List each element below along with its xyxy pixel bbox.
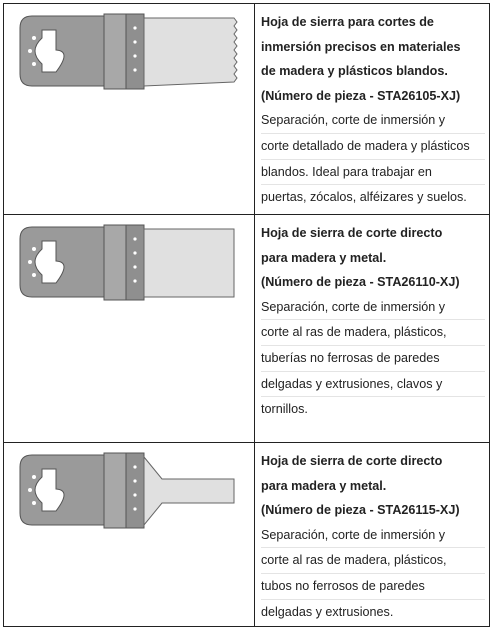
description-line: tubos no ferrosos de paredes <box>261 574 485 600</box>
text-cell: Hoja de sierra de corte directo para mad… <box>254 442 490 627</box>
description-line: Separación, corte de inmersión y <box>261 108 485 134</box>
description-line: tuberías no ferrosas de paredes <box>261 346 485 372</box>
text-cell: Hoja de sierra para cortes de inmersión … <box>254 3 490 215</box>
description-line: corte al ras de madera, plásticos, <box>261 548 485 574</box>
image-cell <box>3 214 255 443</box>
image-cell <box>3 3 255 215</box>
description-line: Separación, corte de inmersión y <box>261 295 485 321</box>
part-number: (Número de pieza - STA26110-XJ) <box>261 275 460 290</box>
description-line: puertas, zócalos, alféizares y suelos. <box>261 190 467 205</box>
description-line: blandos. Ideal para trabajar en <box>261 160 485 186</box>
title-line: para madera y metal. <box>261 250 387 265</box>
blade-image <box>19 13 238 90</box>
description-line: corte al ras de madera, plásticos, <box>261 320 485 346</box>
description-line: Separación, corte de inmersión y <box>261 523 485 549</box>
description-line: delgadas y extrusiones. <box>261 604 394 619</box>
part-number: (Número de pieza - STA26105-XJ) <box>261 88 461 103</box>
description-line: delgadas y extrusiones, clavos y <box>261 372 485 398</box>
image-cell <box>3 442 255 627</box>
blade-table: Hoja de sierra para cortes de inmersión … <box>3 3 490 627</box>
row: Hoja de sierra de corte directo para mad… <box>3 442 490 627</box>
description-line: tornillos. <box>261 402 308 417</box>
blade-image <box>19 452 235 529</box>
title-line: de madera y plásticos blandos. <box>261 64 448 79</box>
title-line: Hoja de sierra de corte directo <box>261 454 443 468</box>
title-line: Hoja de sierra para cortes de <box>261 15 434 29</box>
title-line: para madera y metal. <box>261 478 387 493</box>
part-number: (Número de pieza - STA26115-XJ) <box>261 503 460 518</box>
description-line: corte detallado de madera y plásticos <box>261 134 485 160</box>
blade-image <box>19 224 235 301</box>
row: Hoja de sierra de corte directo para mad… <box>3 214 490 443</box>
title-line: inmersión precisos en materiales <box>261 39 461 54</box>
text-cell: Hoja de sierra de corte directo para mad… <box>254 214 490 443</box>
row: Hoja de sierra para cortes de inmersión … <box>3 3 490 215</box>
title-line: Hoja de sierra de corte directo <box>261 226 443 240</box>
